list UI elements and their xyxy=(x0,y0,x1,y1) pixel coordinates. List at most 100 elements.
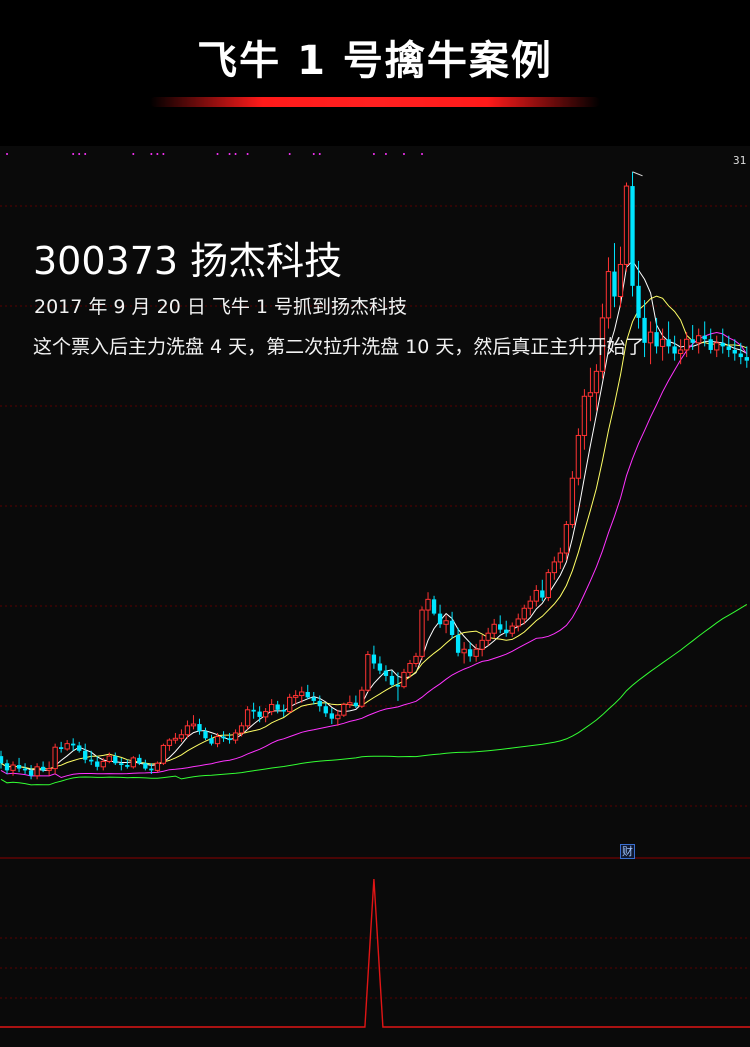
marker-dot xyxy=(234,153,237,155)
candle-body-up xyxy=(178,734,185,739)
candle-body-up xyxy=(293,695,299,698)
candle-body-up xyxy=(299,691,305,697)
marker-dot xyxy=(72,153,75,155)
candle-body-down xyxy=(227,738,232,741)
peak-pointer xyxy=(632,171,643,177)
candle-body-up xyxy=(401,671,407,688)
candle-body-down xyxy=(149,768,154,771)
candle-body-down xyxy=(672,346,677,354)
candle-body-up xyxy=(443,620,449,625)
candle-body-down xyxy=(738,353,743,358)
candle-body-up xyxy=(365,654,371,691)
candle-body-down xyxy=(281,709,286,712)
candle-body-down xyxy=(4,763,10,771)
candle-body-up xyxy=(52,746,58,770)
candle-body-down xyxy=(71,743,76,746)
candle-body-up xyxy=(341,703,347,716)
financial-tag[interactable]: 财 xyxy=(620,844,635,859)
candle-body-down xyxy=(113,756,118,764)
candle-body-up xyxy=(359,689,365,707)
candle-body-up xyxy=(581,395,588,436)
candle-body-down xyxy=(702,335,707,340)
candle-body-down xyxy=(209,738,214,744)
candle-body-up xyxy=(46,768,52,771)
candle-body-down xyxy=(89,759,94,762)
candle-body-up xyxy=(647,331,654,344)
candle-body-down xyxy=(125,765,130,767)
marker-dot xyxy=(162,153,165,155)
candle-body-down xyxy=(353,702,359,707)
candle-body-down xyxy=(16,765,22,769)
candle-body-down xyxy=(58,747,64,749)
candle-body-down xyxy=(504,629,509,634)
candle-body-down xyxy=(708,339,713,350)
candle-body-up xyxy=(160,744,167,764)
candle-body-up xyxy=(677,349,684,355)
candle-body-up xyxy=(623,185,630,265)
header-bar: 飞牛 1 号擒牛案例 xyxy=(0,0,750,146)
candle-body-down xyxy=(612,271,617,297)
marker-dot xyxy=(312,153,315,155)
candle-body-down xyxy=(431,599,437,614)
candle-body-up xyxy=(696,335,702,344)
candle-body-down xyxy=(22,768,28,771)
candle-body-up xyxy=(557,552,564,563)
candle-body-up xyxy=(714,342,720,351)
candle-body-down xyxy=(642,317,647,343)
candle-body-up xyxy=(587,392,594,397)
candle-body-up xyxy=(593,370,600,394)
marker-dot xyxy=(6,153,9,155)
ma10-line xyxy=(0,295,747,770)
candle-body-down xyxy=(540,590,545,598)
candle-body-up xyxy=(527,600,533,609)
candle-body-up xyxy=(485,632,491,641)
marker-dot xyxy=(384,153,387,155)
candle-body-down xyxy=(28,770,34,776)
candle-body-up xyxy=(106,755,112,762)
candle-body-up xyxy=(605,271,612,319)
candle-body-down xyxy=(197,724,202,732)
candle-body-down xyxy=(726,346,731,350)
ma60-line xyxy=(0,603,748,786)
candle-body-up xyxy=(461,648,467,654)
marker-dot xyxy=(421,153,424,155)
marker-dot xyxy=(318,153,321,155)
candle-body-down xyxy=(311,697,316,701)
candle-body-up xyxy=(419,609,425,657)
candle-body-down xyxy=(257,711,262,717)
marker-dot xyxy=(228,153,231,155)
marker-dot xyxy=(156,153,159,155)
candle-body-down xyxy=(275,704,280,710)
candle-body-down xyxy=(323,706,328,714)
candle-body-up xyxy=(214,736,221,745)
candle-body-up xyxy=(232,732,239,741)
marker-dot xyxy=(84,153,87,155)
candlestick-chart xyxy=(0,153,750,1028)
candle-body-up xyxy=(491,623,497,634)
candle-body-down xyxy=(137,757,142,764)
candle-body-down xyxy=(383,670,389,676)
candle-body-up xyxy=(262,711,269,718)
candle-body-up xyxy=(244,709,251,727)
candle-body-up xyxy=(533,589,539,602)
candle-body-up xyxy=(407,662,413,673)
marker-dot xyxy=(246,153,249,155)
candle-body-down xyxy=(455,634,461,653)
candle-body-up xyxy=(563,524,570,554)
description-line: 这个票入后主力洗盘 4 天，第二次拉升洗盘 10 天，然后真正主升开始了 xyxy=(33,336,645,358)
date-line: 2017 年 9 月 20 日 飞牛 1 号抓到扬杰科技 xyxy=(34,296,408,318)
candle-body-down xyxy=(630,186,635,286)
candle-body-down xyxy=(371,654,377,664)
page-title: 飞牛 1 号擒牛案例 xyxy=(197,38,553,84)
candle-body-down xyxy=(77,745,82,751)
candle-body-up xyxy=(335,714,341,720)
candle-body-down xyxy=(449,620,455,635)
marker-dot xyxy=(216,153,219,155)
candle-body-up xyxy=(545,572,551,599)
signal-spike xyxy=(0,878,750,1028)
candle-body-up xyxy=(100,760,106,768)
marker-dot xyxy=(288,153,291,155)
marker-dot xyxy=(150,153,153,155)
candle-body-down xyxy=(329,713,334,719)
candle-body-up xyxy=(184,725,191,736)
